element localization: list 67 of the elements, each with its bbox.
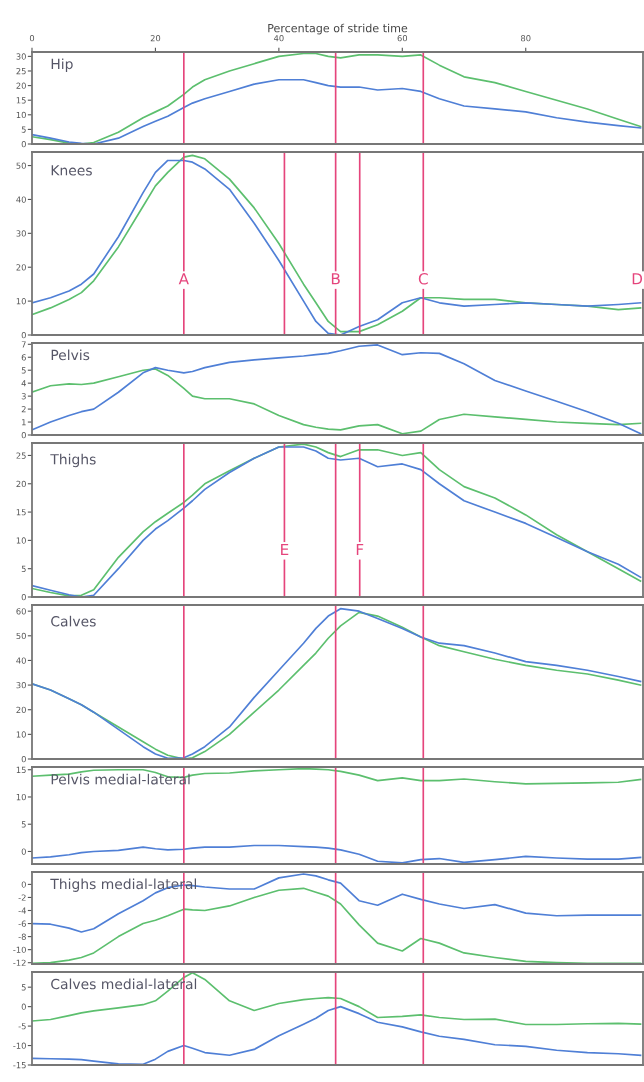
x-tick-label: 40: [273, 35, 284, 42]
y-tick-label: 6: [21, 354, 26, 361]
x-tick-label: 20: [150, 35, 161, 42]
y-tick-label: 40: [16, 657, 26, 664]
y-tick-label: 0: [21, 140, 26, 148]
y-tick-label: 0: [21, 848, 26, 855]
ref-line-label: D: [632, 273, 643, 285]
chart-title: Pelvis: [51, 349, 90, 361]
y-tick-label: -6: [18, 920, 26, 927]
y-tick-label: 5: [21, 126, 26, 133]
text: Knees: [51, 165, 92, 176]
y-tick-label: 15: [16, 97, 26, 104]
y-tick-label: 60: [16, 608, 26, 615]
x-axis-title: Percentage of stride time: [268, 23, 408, 35]
y-tick-label: 10: [16, 111, 26, 119]
y-tick-label: 15: [16, 509, 26, 516]
y-tick-label: 20: [16, 480, 26, 488]
y-tick-label: 40: [16, 196, 26, 203]
y-tick-label: 5: [21, 821, 26, 828]
y-tick-label: 15: [16, 766, 26, 774]
y-tick-label: 50: [16, 162, 26, 169]
ref-line-label: C: [418, 272, 428, 285]
x-tick-label: 80: [521, 35, 531, 42]
y-tick-label: 3: [21, 393, 26, 400]
y-tick-label: 0: [21, 881, 26, 888]
y-tick-label: -10: [13, 946, 26, 953]
y-tick-label: 0: [21, 431, 26, 439]
y-tick-label: -8: [18, 933, 26, 940]
x-tick-label: 0: [29, 35, 35, 42]
y-tick-label: 30: [16, 53, 26, 60]
y-tick-label: 25: [16, 67, 26, 75]
y-tick-label: -10: [13, 1042, 26, 1049]
y-tick-label: 10: [16, 793, 26, 801]
y-tick-label: 0: [21, 755, 26, 763]
y-tick-label: 0: [21, 593, 26, 601]
y-tick-label: 0: [21, 1003, 26, 1010]
y-tick-label: -12: [13, 959, 26, 966]
y-tick-label: 10: [16, 537, 26, 544]
ref-line-label: B: [331, 273, 340, 285]
ref-line-label: F: [356, 543, 364, 556]
x-tick-label: 60: [397, 35, 408, 42]
y-tick-label: -2: [18, 894, 26, 901]
y-tick-label: 1: [22, 419, 26, 426]
text: Thighs: [50, 453, 96, 468]
y-tick-label: 10: [16, 298, 26, 305]
y-tick-label: 20: [16, 706, 26, 713]
y-tick-label: -4: [18, 907, 26, 914]
chart-title: Hip: [51, 58, 73, 72]
text: Calves: [51, 615, 96, 627]
y-tick-label: 25: [16, 452, 26, 459]
y-tick-label: 20: [16, 264, 26, 271]
y-tick-label: -15: [13, 1062, 26, 1069]
y-tick-label: 30: [16, 682, 26, 689]
y-tick-label: 5: [21, 565, 26, 572]
y-tick-label: 10: [16, 731, 26, 738]
y-tick-label: 5: [21, 367, 26, 374]
y-tick-label: 5: [21, 984, 26, 991]
ref-line-label: A: [178, 273, 189, 285]
y-tick-label: 4: [21, 380, 26, 387]
y-tick-label: 30: [16, 230, 26, 237]
y-tick-label: 7: [21, 341, 26, 348]
ref-line-label: E: [281, 543, 289, 556]
y-tick-label: 0: [21, 331, 26, 339]
y-tick-label: 20: [16, 82, 26, 89]
y-tick-label: -5: [18, 1023, 26, 1030]
y-tick-label: 50: [16, 632, 26, 640]
y-tick-label: 2: [21, 406, 26, 413]
